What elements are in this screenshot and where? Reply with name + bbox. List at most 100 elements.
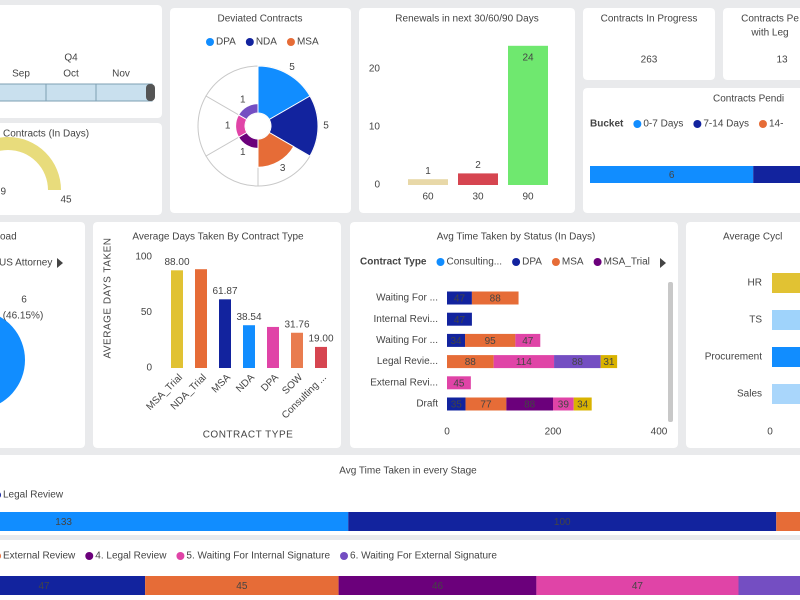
legend-arrow[interactable] (660, 258, 666, 268)
gauge-max-label: 45 (60, 195, 72, 206)
bar (219, 299, 231, 368)
data-label: 5 (323, 121, 329, 132)
legend-label: MSA (297, 37, 319, 48)
legend-marker (436, 258, 445, 266)
data-label: 3 (280, 163, 286, 174)
data-label: 95 (485, 336, 497, 347)
bar-segment (0, 512, 349, 531)
legend-label: 7-14 Days (703, 119, 749, 130)
legend-label: DPA (522, 257, 542, 268)
panel: Q4 Sep Oct Nov (0, 5, 162, 118)
data-label: 100 (554, 517, 571, 528)
card-title: Contracts Pe (741, 14, 799, 25)
legend-label: NDA (256, 37, 277, 48)
legend-marker (340, 552, 349, 560)
y-tick-label: External Revi... (370, 377, 438, 388)
data-label: 46 (432, 581, 444, 592)
y-tick-label: Procurement (705, 352, 762, 363)
bar-segment (471, 291, 519, 305)
legend-marker (245, 38, 254, 46)
bar-segment (447, 333, 466, 347)
card-value: 13 (776, 55, 788, 66)
legend-marker (633, 120, 642, 128)
bar (772, 384, 800, 404)
bar-segment (447, 312, 472, 326)
legend-label: MSA_Trial (604, 257, 650, 268)
legend-label: MSA (562, 257, 584, 268)
data-label: 34 (577, 400, 589, 411)
bar-segment (573, 397, 592, 411)
panel-bg (723, 8, 800, 80)
data-label: 88 (524, 400, 536, 411)
legend-marker (758, 120, 767, 128)
bar (291, 332, 303, 368)
panel-bg (583, 88, 800, 213)
chart-title: Deviated Contracts (217, 14, 302, 25)
legend-label: 6. Waiting For External Signature (350, 551, 497, 562)
data-label: 1 (240, 94, 246, 105)
rose-wedge (237, 103, 259, 121)
data-label: 6 (21, 295, 27, 306)
data-label: 114 (516, 357, 532, 368)
chart-title: Avg Time Taken in every Stage (339, 466, 477, 477)
legend-marker (85, 552, 94, 560)
bar-segment (776, 512, 800, 531)
data-label: 45 (236, 581, 248, 592)
bar (267, 326, 279, 368)
bar-segment (447, 355, 494, 369)
bar-segment (553, 397, 574, 411)
panel-bg (93, 222, 341, 448)
data-label: 39 (558, 400, 570, 411)
panel: External Review 4. Legal Review 5. Waiting… (0, 540, 800, 600)
bar-segment (554, 355, 601, 369)
x-tick-label: 90 (522, 192, 534, 203)
bar (243, 325, 255, 368)
panel: Average Days Taken By Contract Type 0 50 10… (93, 222, 341, 448)
data-label: 2 (475, 160, 481, 171)
month-label: Nov (112, 69, 130, 80)
bar-segment (0, 576, 146, 595)
data-label: 31.76 (284, 319, 309, 330)
legend-title: Bucket (590, 119, 624, 130)
bar (458, 173, 498, 185)
legend-label: 14- (769, 119, 783, 130)
data-label: 5 (289, 62, 295, 73)
y-tick-label: Legal Revie... (377, 356, 438, 367)
panel: Contracts Pe with Leg 13 (723, 8, 800, 80)
rose-wedge (257, 65, 311, 121)
chart-title: oad (0, 232, 17, 243)
data-label: 88 (465, 357, 477, 368)
data-label: 47 (38, 581, 50, 592)
timeline-handle (146, 84, 155, 101)
y-tick-label: Internal Revi... (374, 314, 438, 325)
legend-marker (286, 38, 295, 46)
card-value: 263 (641, 55, 658, 66)
slicer-arrow[interactable] (57, 258, 63, 268)
data-label: 61.87 (212, 286, 237, 297)
data-label: 133 (55, 517, 72, 528)
data-label: 38.54 (236, 312, 261, 323)
chart-title: Renewals in next 30/60/90 Days (395, 14, 538, 25)
scrollbar[interactable] (668, 282, 673, 422)
data-label: 1 (240, 147, 246, 158)
legend-label: DPA (216, 37, 236, 48)
bar-segment (348, 512, 777, 531)
x-tick-label: 200 (545, 427, 562, 438)
data-label: 88.00 (164, 257, 189, 268)
bar (508, 45, 548, 185)
x-axis-title: CONTRACT TYPE (203, 430, 294, 441)
panel: Contracts (In Days) 9 45 (0, 123, 162, 215)
legend-marker (693, 120, 702, 128)
data-label: 35 (451, 400, 463, 411)
data-label: (46.15%) (3, 311, 44, 322)
bar-segment (447, 376, 471, 390)
panel: Deviated Contracts DPA NDA MSA 5 5 3 1 1 1 (170, 8, 351, 213)
data-label: 31 (603, 357, 615, 368)
y-tick-label: Waiting For ... (376, 335, 438, 346)
y-axis-title: AVERAGE DAYS TAKEN (103, 237, 114, 358)
y-tick-label: Draft (416, 399, 438, 410)
bar (772, 347, 800, 367)
legend-marker (512, 258, 521, 266)
y-tick-label: 50 (141, 307, 153, 318)
